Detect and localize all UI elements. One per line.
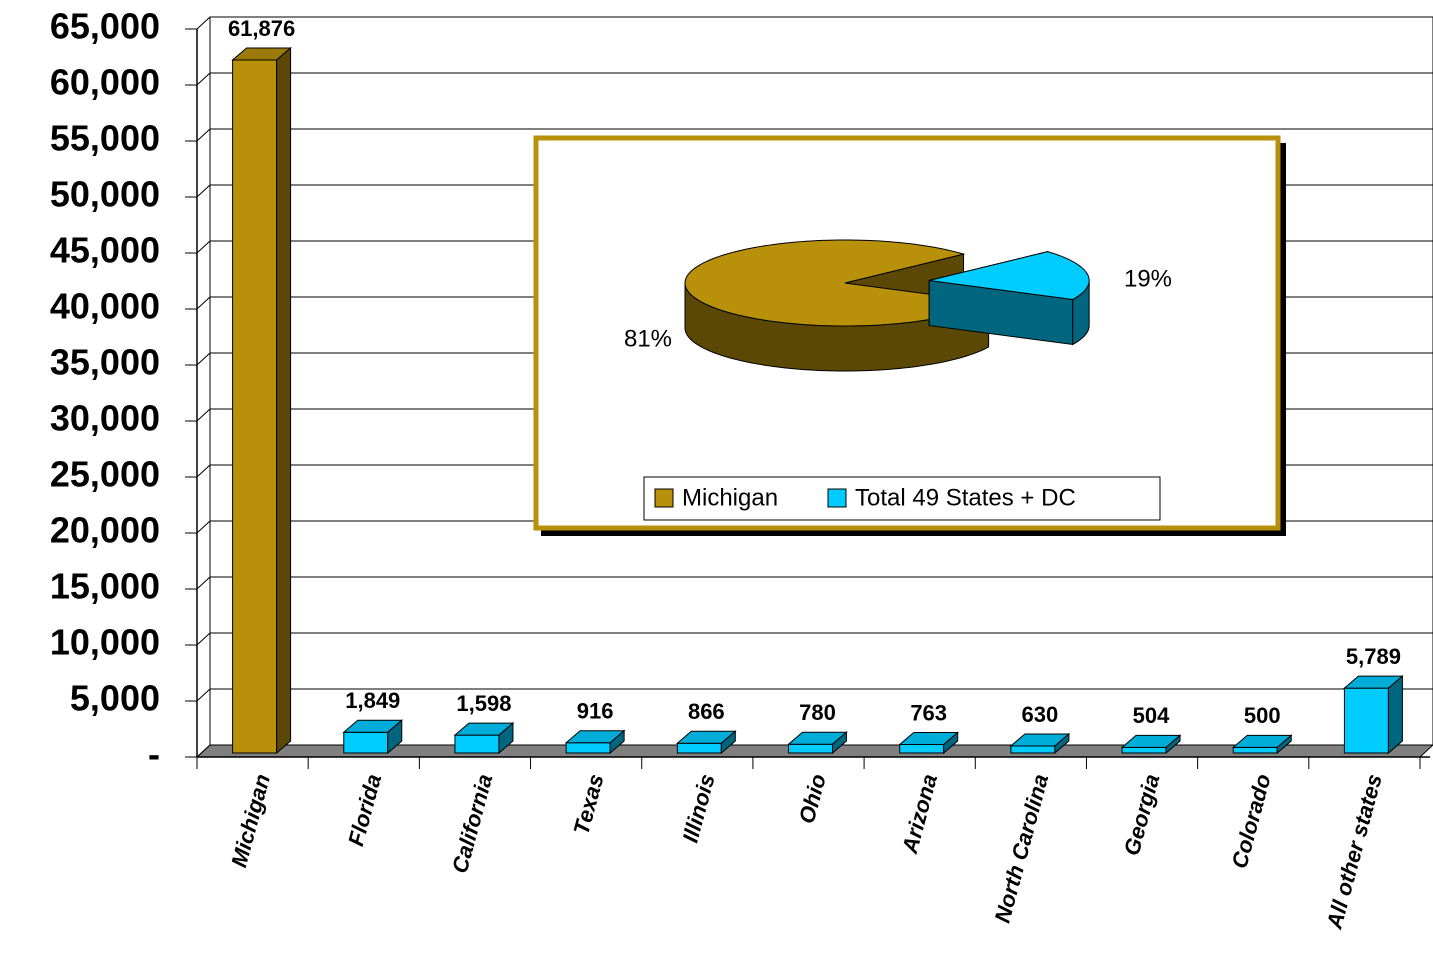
- bar: [564, 729, 626, 755]
- value-label: 630: [1022, 702, 1059, 727]
- value-label: 504: [1133, 703, 1170, 728]
- y-tick-label: 50,000: [50, 174, 160, 215]
- x-tick-label: California: [447, 771, 497, 875]
- value-label: 916: [577, 699, 614, 724]
- value-label: 500: [1244, 703, 1281, 728]
- x-tick-label: Texas: [568, 771, 608, 837]
- legend-swatch: [654, 488, 674, 508]
- bar-side: [276, 46, 292, 755]
- x-tick-label: Michigan: [226, 771, 275, 870]
- y-tick-label: 15,000: [50, 566, 160, 607]
- value-label: 780: [799, 700, 836, 725]
- y-tick-label: 25,000: [50, 454, 160, 495]
- bar: [675, 730, 737, 755]
- pie-label: 81%: [624, 325, 672, 352]
- y-tick-label: 60,000: [50, 62, 160, 103]
- legend-label: Total 49 States + DC: [855, 484, 1076, 511]
- bar-side: [387, 719, 403, 755]
- grid-line: [196, 128, 1433, 142]
- x-tick-label: Colorado: [1227, 771, 1276, 871]
- bar-front: [1343, 687, 1389, 754]
- grid-line: [196, 632, 1433, 646]
- y-tick-label: 45,000: [50, 230, 160, 271]
- x-tick-label: Illinois: [678, 771, 720, 845]
- bar-side: [832, 731, 847, 755]
- bar-side: [943, 731, 959, 755]
- value-label: 1,598: [456, 691, 511, 716]
- bar: [231, 46, 292, 755]
- y-tick-label: 5,000: [70, 678, 160, 719]
- bar-front: [343, 731, 389, 754]
- y-tick-label: -: [148, 734, 160, 775]
- pie-top: [684, 239, 991, 327]
- bar: [1231, 734, 1293, 755]
- value-label: 61,876: [228, 16, 295, 41]
- bar-side: [1165, 734, 1181, 755]
- value-label: 5,789: [1346, 644, 1401, 669]
- value-label: 866: [688, 699, 725, 724]
- bar-side: [720, 730, 736, 755]
- bar-front: [454, 734, 500, 754]
- y-tick-label: 35,000: [50, 342, 160, 383]
- y-tick-label: 65,000: [50, 6, 160, 47]
- bar-front: [1232, 746, 1278, 754]
- grid-line: [196, 72, 1433, 86]
- x-tick-label: Georgia: [1119, 771, 1165, 858]
- value-label: 763: [910, 700, 947, 725]
- bar: [453, 722, 515, 755]
- grid-line: [196, 576, 1433, 590]
- y-tick-label: 20,000: [50, 510, 160, 551]
- bar-side: [1054, 732, 1070, 755]
- bar-side: [1276, 734, 1292, 755]
- bar-front: [232, 59, 278, 754]
- y-tick-label: 55,000: [50, 118, 160, 159]
- legend-swatch: [827, 488, 847, 508]
- y-tick-label: 30,000: [50, 398, 160, 439]
- bar: [1120, 734, 1182, 755]
- bar-side: [1387, 675, 1403, 755]
- bar: [1009, 732, 1071, 755]
- value-label: 1,849: [345, 688, 400, 713]
- grid-line: [196, 688, 1433, 702]
- bar-front: [676, 742, 722, 754]
- bar-side: [609, 729, 625, 755]
- x-tick-label: North Carolina: [990, 771, 1054, 925]
- pie-label: 19%: [1124, 265, 1172, 292]
- bar: [1343, 675, 1404, 755]
- x-tick-label: Ohio: [794, 771, 831, 826]
- x-tick-label: All other states: [1321, 771, 1387, 932]
- bar-front: [788, 743, 833, 754]
- bar: [787, 731, 848, 755]
- bar: [342, 719, 404, 755]
- bar-front: [565, 742, 611, 754]
- x-tick-label: Arizona: [897, 771, 942, 856]
- bar-front: [1010, 745, 1056, 754]
- grid-line: [196, 16, 1433, 30]
- y-tick-label: 10,000: [50, 622, 160, 663]
- legend-label: Michigan: [682, 484, 778, 511]
- pie-top: [929, 251, 1090, 300]
- bar: [898, 731, 960, 755]
- legend-box: [643, 476, 1161, 521]
- bar-side: [498, 722, 514, 755]
- x-tick-label: Florida: [343, 771, 386, 848]
- bar-front: [899, 743, 945, 754]
- y-tick-label: 40,000: [50, 286, 160, 327]
- pie-slice: [928, 250, 1090, 346]
- bar-front: [1121, 746, 1167, 754]
